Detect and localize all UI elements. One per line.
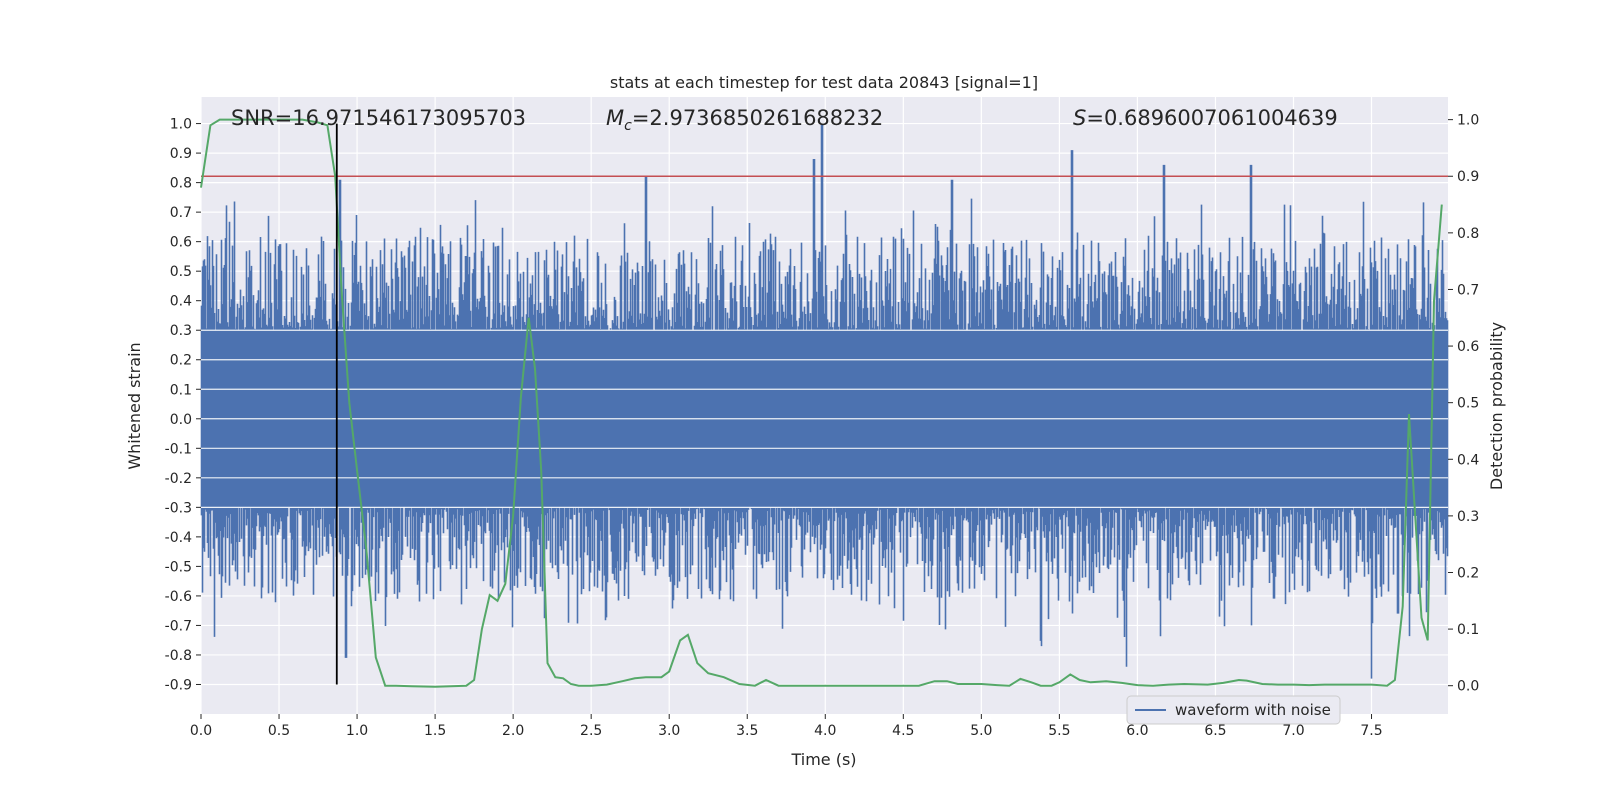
y-axis-left-ticks: 1.0 0.9 0.8 0.7 0.6 0.5 0.4 0.3 0.2 0.1 0.0 -0.1 -0.…: [165, 117, 201, 693]
y-right-tick-label: 0.2: [1457, 565, 1479, 581]
x-tick-label: 4.0: [814, 723, 836, 739]
snr-annotation: SNR=16.971546173095703: [231, 106, 526, 130]
x-tick-label: 1.0: [346, 723, 368, 739]
y-left-tick-label: -0.4: [165, 530, 192, 546]
y-left-tick-label: 0.2: [170, 353, 192, 369]
mc-subscript: c: [624, 118, 632, 134]
y-left-tick-label: 0.3: [170, 323, 192, 339]
chart-title: stats at each timestep for test data 208…: [610, 73, 1038, 92]
y-axis-left-label: Whitened strain: [125, 342, 144, 469]
overlay: [200, 118, 1448, 688]
y-left-tick-label: -0.5: [165, 559, 192, 575]
y-left-tick-label: -0.3: [165, 500, 192, 516]
x-tick-label: 2.5: [580, 723, 602, 739]
y-left-tick-label: 0.6: [170, 235, 192, 251]
y-left-tick-label: 0.8: [170, 176, 192, 192]
x-tick-label: 3.5: [736, 723, 758, 739]
x-tick-label: 0.5: [268, 723, 290, 739]
x-tick-label: 1.5: [424, 723, 446, 739]
y-left-tick-label: 0.0: [170, 412, 192, 428]
y-right-tick-label: 0.7: [1457, 282, 1479, 298]
x-tick-label: 6.0: [1126, 723, 1148, 739]
x-tick-label: 4.5: [892, 723, 914, 739]
legend-label: waveform with noise: [1175, 701, 1331, 719]
x-axis-ticks: 0.0 0.5 1.0 1.5 2.0 2.5 3.0 3.5 4.0 4.5 5.0 5.5 6.0 6…: [190, 714, 1383, 739]
x-tick-label: 5.0: [970, 723, 992, 739]
y-left-tick-label: -0.9: [165, 677, 192, 693]
y-left-tick-label: -0.7: [165, 618, 192, 634]
x-tick-label: 0.0: [190, 723, 212, 739]
y-left-tick-label: 0.5: [170, 264, 192, 280]
y-axis-right-label: Detection probability: [1487, 322, 1506, 490]
y-left-tick-label: 1.0: [170, 117, 192, 133]
s-symbol: S: [1073, 106, 1086, 130]
y-right-tick-label: 0.3: [1457, 509, 1479, 525]
y-right-tick-label: 0.5: [1457, 396, 1479, 412]
y-left-tick-label: -0.6: [165, 589, 192, 605]
chirp-mass-annotation: Mc=2.9736850261688232: [606, 106, 883, 134]
y-left-tick-label: 0.7: [170, 205, 192, 221]
y-left-tick-label: 0.1: [170, 382, 192, 398]
y-right-tick-label: 0.8: [1457, 226, 1479, 242]
mc-symbol: M: [606, 106, 624, 130]
y-right-tick-label: 0.6: [1457, 339, 1479, 355]
x-tick-label: 6.5: [1204, 723, 1226, 739]
detection-probability-line: [200, 118, 1443, 688]
s-annotation: S=0.6896007061004639: [1073, 106, 1338, 130]
y-right-tick-label: 1.0: [1457, 113, 1479, 129]
x-tick-label: 5.5: [1048, 723, 1070, 739]
y-left-tick-label: 0.9: [170, 146, 192, 162]
y-axis-right-ticks: 1.0 0.9 0.8 0.7 0.6 0.5 0.4 0.3 0.2 0.1 0.0: [1448, 113, 1479, 695]
x-tick-label: 3.0: [658, 723, 680, 739]
mc-value: =2.9736850261688232: [632, 106, 883, 130]
y-right-tick-label: 0.0: [1457, 679, 1479, 695]
y-right-tick-label: 0.1: [1457, 622, 1479, 638]
y-left-tick-label: -0.8: [165, 648, 192, 664]
x-tick-label: 7.0: [1282, 723, 1304, 739]
y-left-tick-label: -0.1: [165, 441, 192, 457]
x-tick-label: 2.0: [502, 723, 524, 739]
y-left-tick-label: -0.2: [165, 471, 192, 487]
x-tick-label: 7.5: [1360, 723, 1382, 739]
s-value: =0.6896007061004639: [1086, 106, 1337, 130]
y-right-tick-label: 0.9: [1457, 169, 1479, 185]
legend: waveform with noise: [1126, 695, 1341, 725]
legend-box: [1126, 695, 1341, 725]
x-axis-label: Time (s): [790, 750, 856, 769]
y-right-tick-label: 0.4: [1457, 452, 1479, 468]
y-left-tick-label: 0.4: [170, 294, 192, 310]
